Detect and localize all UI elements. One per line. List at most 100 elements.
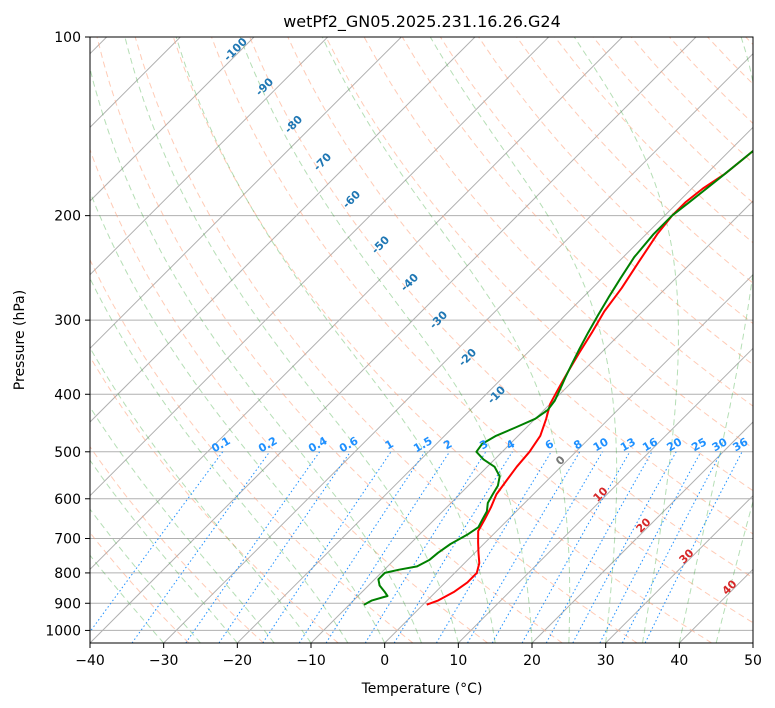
mixing-ratio-line <box>131 451 271 643</box>
adiabat-label: -70 <box>311 150 334 173</box>
x-tick-label: 30 <box>597 653 615 669</box>
moist-adiabat-line <box>90 508 201 643</box>
moist-adiabat-line <box>90 66 422 643</box>
moist-adiabat-line <box>90 406 275 643</box>
mixing-ratio-line <box>218 451 351 643</box>
isotherm-line <box>605 494 753 643</box>
isotherm-line <box>90 37 550 497</box>
x-tick-label: −40 <box>75 653 105 669</box>
isotherm-line <box>384 273 753 643</box>
adiabat-label: -50 <box>369 233 392 256</box>
x-tick-label: 0 <box>380 653 389 669</box>
dry-adiabats <box>90 37 753 643</box>
mixing-ratio-line <box>599 451 702 643</box>
dry-adiabat-line <box>249 37 753 579</box>
isotherm-line <box>531 421 753 643</box>
y-tick-label: 500 <box>54 445 81 461</box>
moist-adiabat-line <box>239 37 533 643</box>
isotherm-line <box>310 200 753 643</box>
isotherm-line <box>678 568 753 643</box>
x-tick-label: 50 <box>744 653 762 669</box>
x-tick-label: −30 <box>149 653 179 669</box>
y-tick-label: 600 <box>54 492 81 508</box>
moist-adiabats <box>90 37 753 643</box>
moist-adiabat-line <box>573 37 679 643</box>
mixing-ratio-line <box>467 451 581 643</box>
isotherm-line <box>90 37 255 202</box>
dry-adiabat-line <box>325 37 753 492</box>
mixing-ratio-line <box>90 451 224 633</box>
mixing-ratio-line <box>545 451 653 643</box>
adiabat-label: -20 <box>456 346 479 369</box>
adiabat-label: -10 <box>485 383 508 406</box>
line-labels: 0.1 0.2 0.4 0.6 1 1.5 2 3 4 6 8 10 13 16 20 25 30 36-100-… <box>209 35 750 598</box>
plot-frame <box>89 36 754 644</box>
y-tick-label: 100 <box>54 30 81 46</box>
moist-adiabat-line <box>715 499 753 643</box>
mixing-ratio-line <box>262 451 392 643</box>
x-tick-label: 10 <box>449 653 467 669</box>
y-axis-label: Pressure (hPa) <box>12 290 28 390</box>
grid <box>90 37 753 631</box>
profiles <box>363 149 753 606</box>
dry-adiabat-line <box>90 148 488 643</box>
dry-adiabat-line <box>439 37 753 366</box>
moist-adiabat-line <box>90 346 312 643</box>
dry-adiabat-line <box>211 37 753 624</box>
y-tick-label: 200 <box>54 209 81 225</box>
moist-adiabat-line <box>90 277 349 643</box>
dry-adiabat-line <box>90 258 414 643</box>
mixing-ratio-label: 4 <box>504 437 517 452</box>
isotherm-line <box>90 37 329 276</box>
mixing-ratio-line <box>521 451 631 643</box>
isotherm-line <box>90 37 697 643</box>
mixing-ratio-label: 2 <box>441 437 454 452</box>
adiabat-label: -100 <box>221 35 250 64</box>
mixing-ratio-line <box>435 451 552 643</box>
adiabat-label: -40 <box>398 271 421 294</box>
moist-adiabat-line <box>175 37 496 643</box>
moist-adiabat-line <box>678 37 753 643</box>
plot-area: 0.1 0.2 0.4 0.6 1 1.5 2 3 4 6 8 10 13 16 20 25 30 36-100-… <box>90 35 753 643</box>
dewpoint-profile-line <box>363 149 753 606</box>
y-tick-label: 800 <box>54 566 81 582</box>
moist-adiabat-line <box>124 37 459 643</box>
y-tick-label: 300 <box>54 313 81 329</box>
mixing-ratio-line <box>185 451 321 643</box>
dry-adiabat-line <box>96 37 563 643</box>
isotherm-line <box>236 126 753 643</box>
mixing-ratio-line <box>325 451 451 643</box>
isotherm-line <box>752 642 753 643</box>
dry-adiabat-line <box>287 37 753 535</box>
adiabat-label: -30 <box>427 308 450 331</box>
y-tick-label: 400 <box>54 387 81 403</box>
x-tick-label: 20 <box>523 653 541 669</box>
isotherm-line <box>90 37 476 423</box>
x-tick-label: −10 <box>296 653 326 669</box>
x-axis-label: Temperature (°C) <box>361 681 483 697</box>
mixing-ratio-line <box>572 451 677 643</box>
mixing-ratio-lines <box>90 451 743 643</box>
isotherm-line <box>163 52 753 643</box>
adiabat-label: 30 <box>677 546 697 566</box>
dry-adiabat-line <box>478 37 753 325</box>
dry-adiabat-line <box>516 37 753 284</box>
dry-adiabat-line <box>745 37 753 46</box>
isotherm-line <box>90 37 623 571</box>
adiabat-label: -80 <box>282 113 305 136</box>
isotherm-line <box>457 347 753 643</box>
adiabat-label: -90 <box>253 75 276 98</box>
dry-adiabat-line <box>134 37 638 643</box>
chart-title: wetPf2_GN05.2025.231.16.26.G24 <box>283 12 561 32</box>
mixing-ratio-line <box>364 451 487 643</box>
y-tick-label: 1000 <box>45 623 81 639</box>
dry-adiabat-line <box>90 355 339 643</box>
x-tick-label: 40 <box>670 653 688 669</box>
dry-adiabat-line <box>90 531 190 643</box>
adiabat-label: 40 <box>720 577 740 597</box>
moist-adiabat-line <box>321 37 571 643</box>
moist-adiabat-line <box>90 554 165 643</box>
mixing-ratio-label: 6 <box>543 437 556 452</box>
isotherm-line <box>90 37 402 350</box>
